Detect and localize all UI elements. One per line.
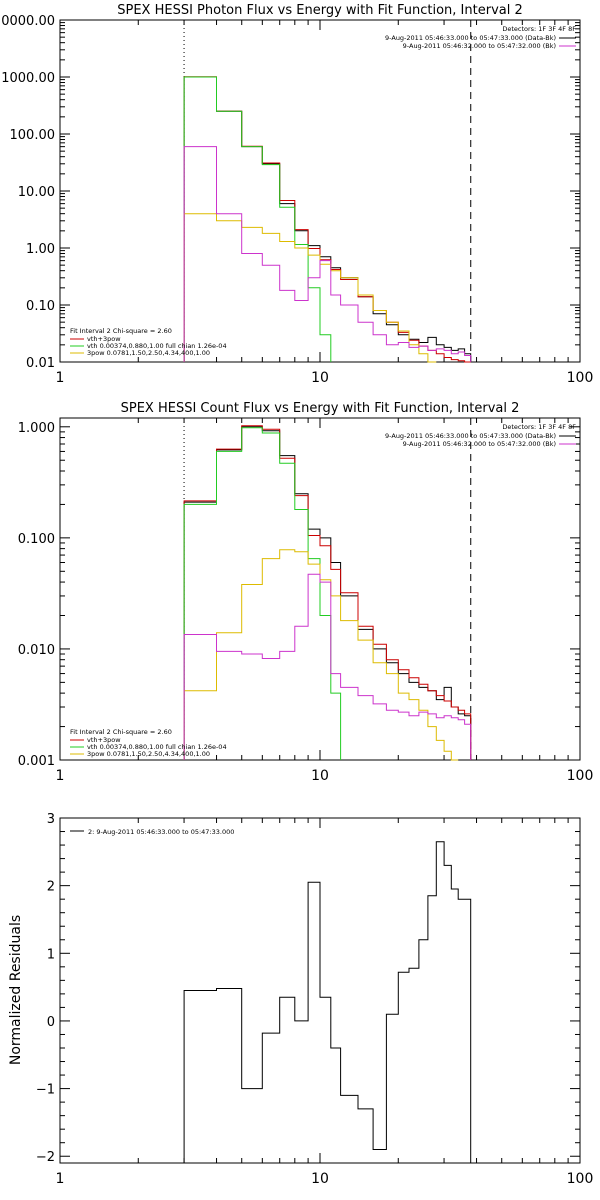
y-tick-label: −1 bbox=[36, 1083, 55, 1098]
y-tick-label: 0 bbox=[47, 1015, 55, 1030]
x-tick-label: 1 bbox=[56, 370, 65, 386]
photon-fit-legend: Fit Interval 2 Chi-square = 2.60 vth+3po… bbox=[70, 327, 227, 357]
count-chart-title: SPEX HESSI Count Flux vs Energy with Fit… bbox=[121, 401, 520, 416]
series-4-step-line bbox=[183, 573, 472, 760]
x-tick-label: 100 bbox=[567, 370, 594, 386]
y-tick-label: 0.100 bbox=[18, 532, 55, 547]
y-tick-label: 1.00 bbox=[26, 242, 55, 257]
y-tick-label: 0000.00 bbox=[1, 14, 55, 29]
series-1-step-line bbox=[183, 425, 472, 760]
photon-flux-chart: SPEX HESSI Photon Flux vs Energy with Fi… bbox=[1, 3, 593, 386]
y-tick-label: 0.010 bbox=[18, 643, 55, 658]
y-tick-label: 0.10 bbox=[26, 299, 55, 314]
count-header-legend: Detectors: 1F 3F 4F 8F 9-Aug-2011 05:46:… bbox=[385, 423, 576, 448]
fit-legend-total: vth+3pow bbox=[87, 736, 121, 744]
fit-legend-vth: vth 0.00374,0.880,1.00 full chian 1.26e-… bbox=[87, 743, 227, 751]
residuals-chart: Normalized Residuals 2: 9-Aug-2011 05:46… bbox=[8, 812, 593, 1187]
x-tick-label: 10 bbox=[311, 370, 329, 386]
fit-legend-3pow: 3pow 0.0781,1.50,2.50,4.34,400,1.00 bbox=[87, 750, 210, 758]
series-2-step-line bbox=[183, 427, 342, 760]
x-tick-label: 100 bbox=[567, 1171, 594, 1187]
series-3-step-line bbox=[183, 549, 459, 761]
y-tick-label: 1.000 bbox=[18, 421, 55, 436]
fit-legend-header: Fit Interval 2 Chi-square = 2.60 bbox=[70, 327, 172, 335]
fit-legend-vth: vth 0.00374,0.880,1.00 full chian 1.26e-… bbox=[87, 342, 227, 350]
header-bk-interval: 9-Aug-2011 05:46:32.000 to 05:47:32.000 … bbox=[403, 440, 556, 448]
header-detectors: Detectors: 1F 3F 4F 8F bbox=[502, 25, 576, 33]
series-4-step-line bbox=[183, 146, 472, 362]
count-fit-legend: Fit Interval 2 Chi-square = 2.60 vth+3po… bbox=[70, 728, 227, 758]
header-data-interval: 9-Aug-2011 05:46:33.000 to 05:47:33.000 … bbox=[385, 432, 556, 440]
header-bk-interval: 9-Aug-2011 05:46:32.000 to 05:47:32.000 … bbox=[403, 42, 556, 50]
x-tick-label: 10 bbox=[311, 768, 329, 784]
fit-legend-3pow: 3pow 0.0781,1.50,2.50,4.34,400,1.00 bbox=[87, 349, 210, 357]
x-tick-label: 100 bbox=[567, 768, 594, 784]
x-tick-label: 1 bbox=[56, 768, 65, 784]
y-tick-label: 100.00 bbox=[10, 128, 56, 143]
header-detectors: Detectors: 1F 3F 4F 8F bbox=[502, 423, 576, 431]
residuals-legend: 2: 9-Aug-2011 05:46:33.000 to 05:47:33.0… bbox=[88, 828, 234, 836]
y-tick-label: 2 bbox=[47, 880, 55, 895]
x-tick-label: 1 bbox=[56, 1171, 65, 1187]
count-flux-chart: SPEX HESSI Count Flux vs Energy with Fit… bbox=[18, 401, 594, 784]
fit-legend-total: vth+3pow bbox=[87, 335, 121, 343]
y-tick-label: 1000.00 bbox=[1, 71, 55, 86]
series-1-step-line bbox=[183, 76, 471, 363]
series-0-step-line bbox=[183, 76, 472, 362]
y-tick-label: 3 bbox=[47, 812, 55, 827]
photon-chart-title: SPEX HESSI Photon Flux vs Energy with Fi… bbox=[117, 3, 523, 18]
header-data-interval: 9-Aug-2011 05:46:33.000 to 05:47:33.000 … bbox=[385, 34, 556, 42]
y-tick-label: 10.00 bbox=[18, 185, 55, 200]
y-tick-label: 0.001 bbox=[18, 754, 55, 769]
series-0-step-line bbox=[183, 841, 472, 1163]
residuals-y-axis-label: Normalized Residuals bbox=[8, 915, 24, 1065]
y-tick-label: 1 bbox=[47, 947, 55, 962]
photon-header-legend: Detectors: 1F 3F 4F 8F 9-Aug-2011 05:46:… bbox=[385, 25, 576, 50]
fit-legend-header: Fit Interval 2 Chi-square = 2.60 bbox=[70, 728, 172, 736]
y-tick-label: −2 bbox=[36, 1150, 55, 1165]
y-tick-label: 0.01 bbox=[26, 356, 55, 371]
x-tick-label: 10 bbox=[311, 1171, 329, 1187]
series-2-step-line bbox=[183, 76, 332, 362]
